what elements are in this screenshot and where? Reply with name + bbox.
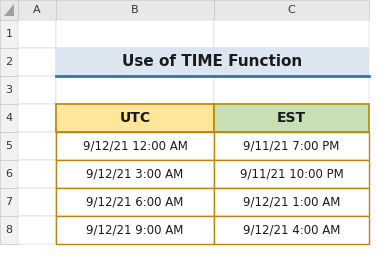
Text: 9/12/21 9:00 AM: 9/12/21 9:00 AM xyxy=(86,223,184,236)
Bar xyxy=(214,216,369,244)
Text: 1: 1 xyxy=(5,29,13,39)
Bar xyxy=(56,48,369,76)
Bar xyxy=(214,132,369,160)
Text: UTC: UTC xyxy=(119,111,150,125)
Bar xyxy=(18,48,56,76)
Bar xyxy=(214,160,369,188)
Bar xyxy=(56,132,214,160)
Bar xyxy=(56,104,214,132)
Bar xyxy=(0,20,18,48)
Bar xyxy=(0,132,18,160)
Bar xyxy=(0,48,18,76)
Text: EST: EST xyxy=(277,111,306,125)
Text: 8: 8 xyxy=(5,225,13,235)
Text: B: B xyxy=(131,5,139,15)
Bar xyxy=(18,216,56,244)
Text: 6: 6 xyxy=(5,169,13,179)
Bar xyxy=(214,104,369,132)
Text: 9/12/21 1:00 AM: 9/12/21 1:00 AM xyxy=(243,196,340,209)
Text: 9/12/21 3:00 AM: 9/12/21 3:00 AM xyxy=(86,167,184,180)
Bar xyxy=(214,48,369,76)
Bar xyxy=(18,104,56,132)
Bar xyxy=(56,188,214,216)
Text: 9/12/21 12:00 AM: 9/12/21 12:00 AM xyxy=(83,139,187,152)
Bar xyxy=(56,48,214,76)
Bar xyxy=(0,0,18,20)
Bar xyxy=(0,76,18,104)
Bar xyxy=(18,160,56,188)
Text: C: C xyxy=(288,5,295,15)
Text: 4: 4 xyxy=(5,113,13,123)
Bar xyxy=(56,0,214,20)
Text: Use of TIME Function: Use of TIME Function xyxy=(122,55,303,69)
Bar xyxy=(214,216,369,244)
Bar xyxy=(56,216,214,244)
Text: 9/12/21 4:00 AM: 9/12/21 4:00 AM xyxy=(243,223,340,236)
Bar xyxy=(56,216,214,244)
Bar xyxy=(56,160,214,188)
Bar xyxy=(18,188,56,216)
Bar xyxy=(214,0,369,20)
Bar xyxy=(56,20,214,48)
Bar xyxy=(56,188,214,216)
Text: 9/12/21 6:00 AM: 9/12/21 6:00 AM xyxy=(86,196,184,209)
Bar xyxy=(56,160,214,188)
Bar xyxy=(18,76,56,104)
Bar xyxy=(214,160,369,188)
Text: 2: 2 xyxy=(5,57,13,67)
Bar xyxy=(18,0,56,20)
Bar xyxy=(0,188,18,216)
Bar xyxy=(18,20,56,48)
Bar xyxy=(0,160,18,188)
Polygon shape xyxy=(4,4,14,16)
Bar xyxy=(214,20,369,48)
Bar xyxy=(214,76,369,104)
Bar xyxy=(214,132,369,160)
Bar xyxy=(214,188,369,216)
Bar xyxy=(56,76,214,104)
Text: 7: 7 xyxy=(5,197,13,207)
Bar xyxy=(214,104,369,132)
Bar xyxy=(56,104,214,132)
Bar xyxy=(18,132,56,160)
Text: 5: 5 xyxy=(5,141,13,151)
Text: 9/11/21 10:00 PM: 9/11/21 10:00 PM xyxy=(240,167,343,180)
Bar xyxy=(214,188,369,216)
Bar xyxy=(0,216,18,244)
Text: 9/11/21 7:00 PM: 9/11/21 7:00 PM xyxy=(243,139,340,152)
Bar xyxy=(56,132,214,160)
Text: A: A xyxy=(33,5,41,15)
Text: 3: 3 xyxy=(5,85,13,95)
Bar xyxy=(0,104,18,132)
